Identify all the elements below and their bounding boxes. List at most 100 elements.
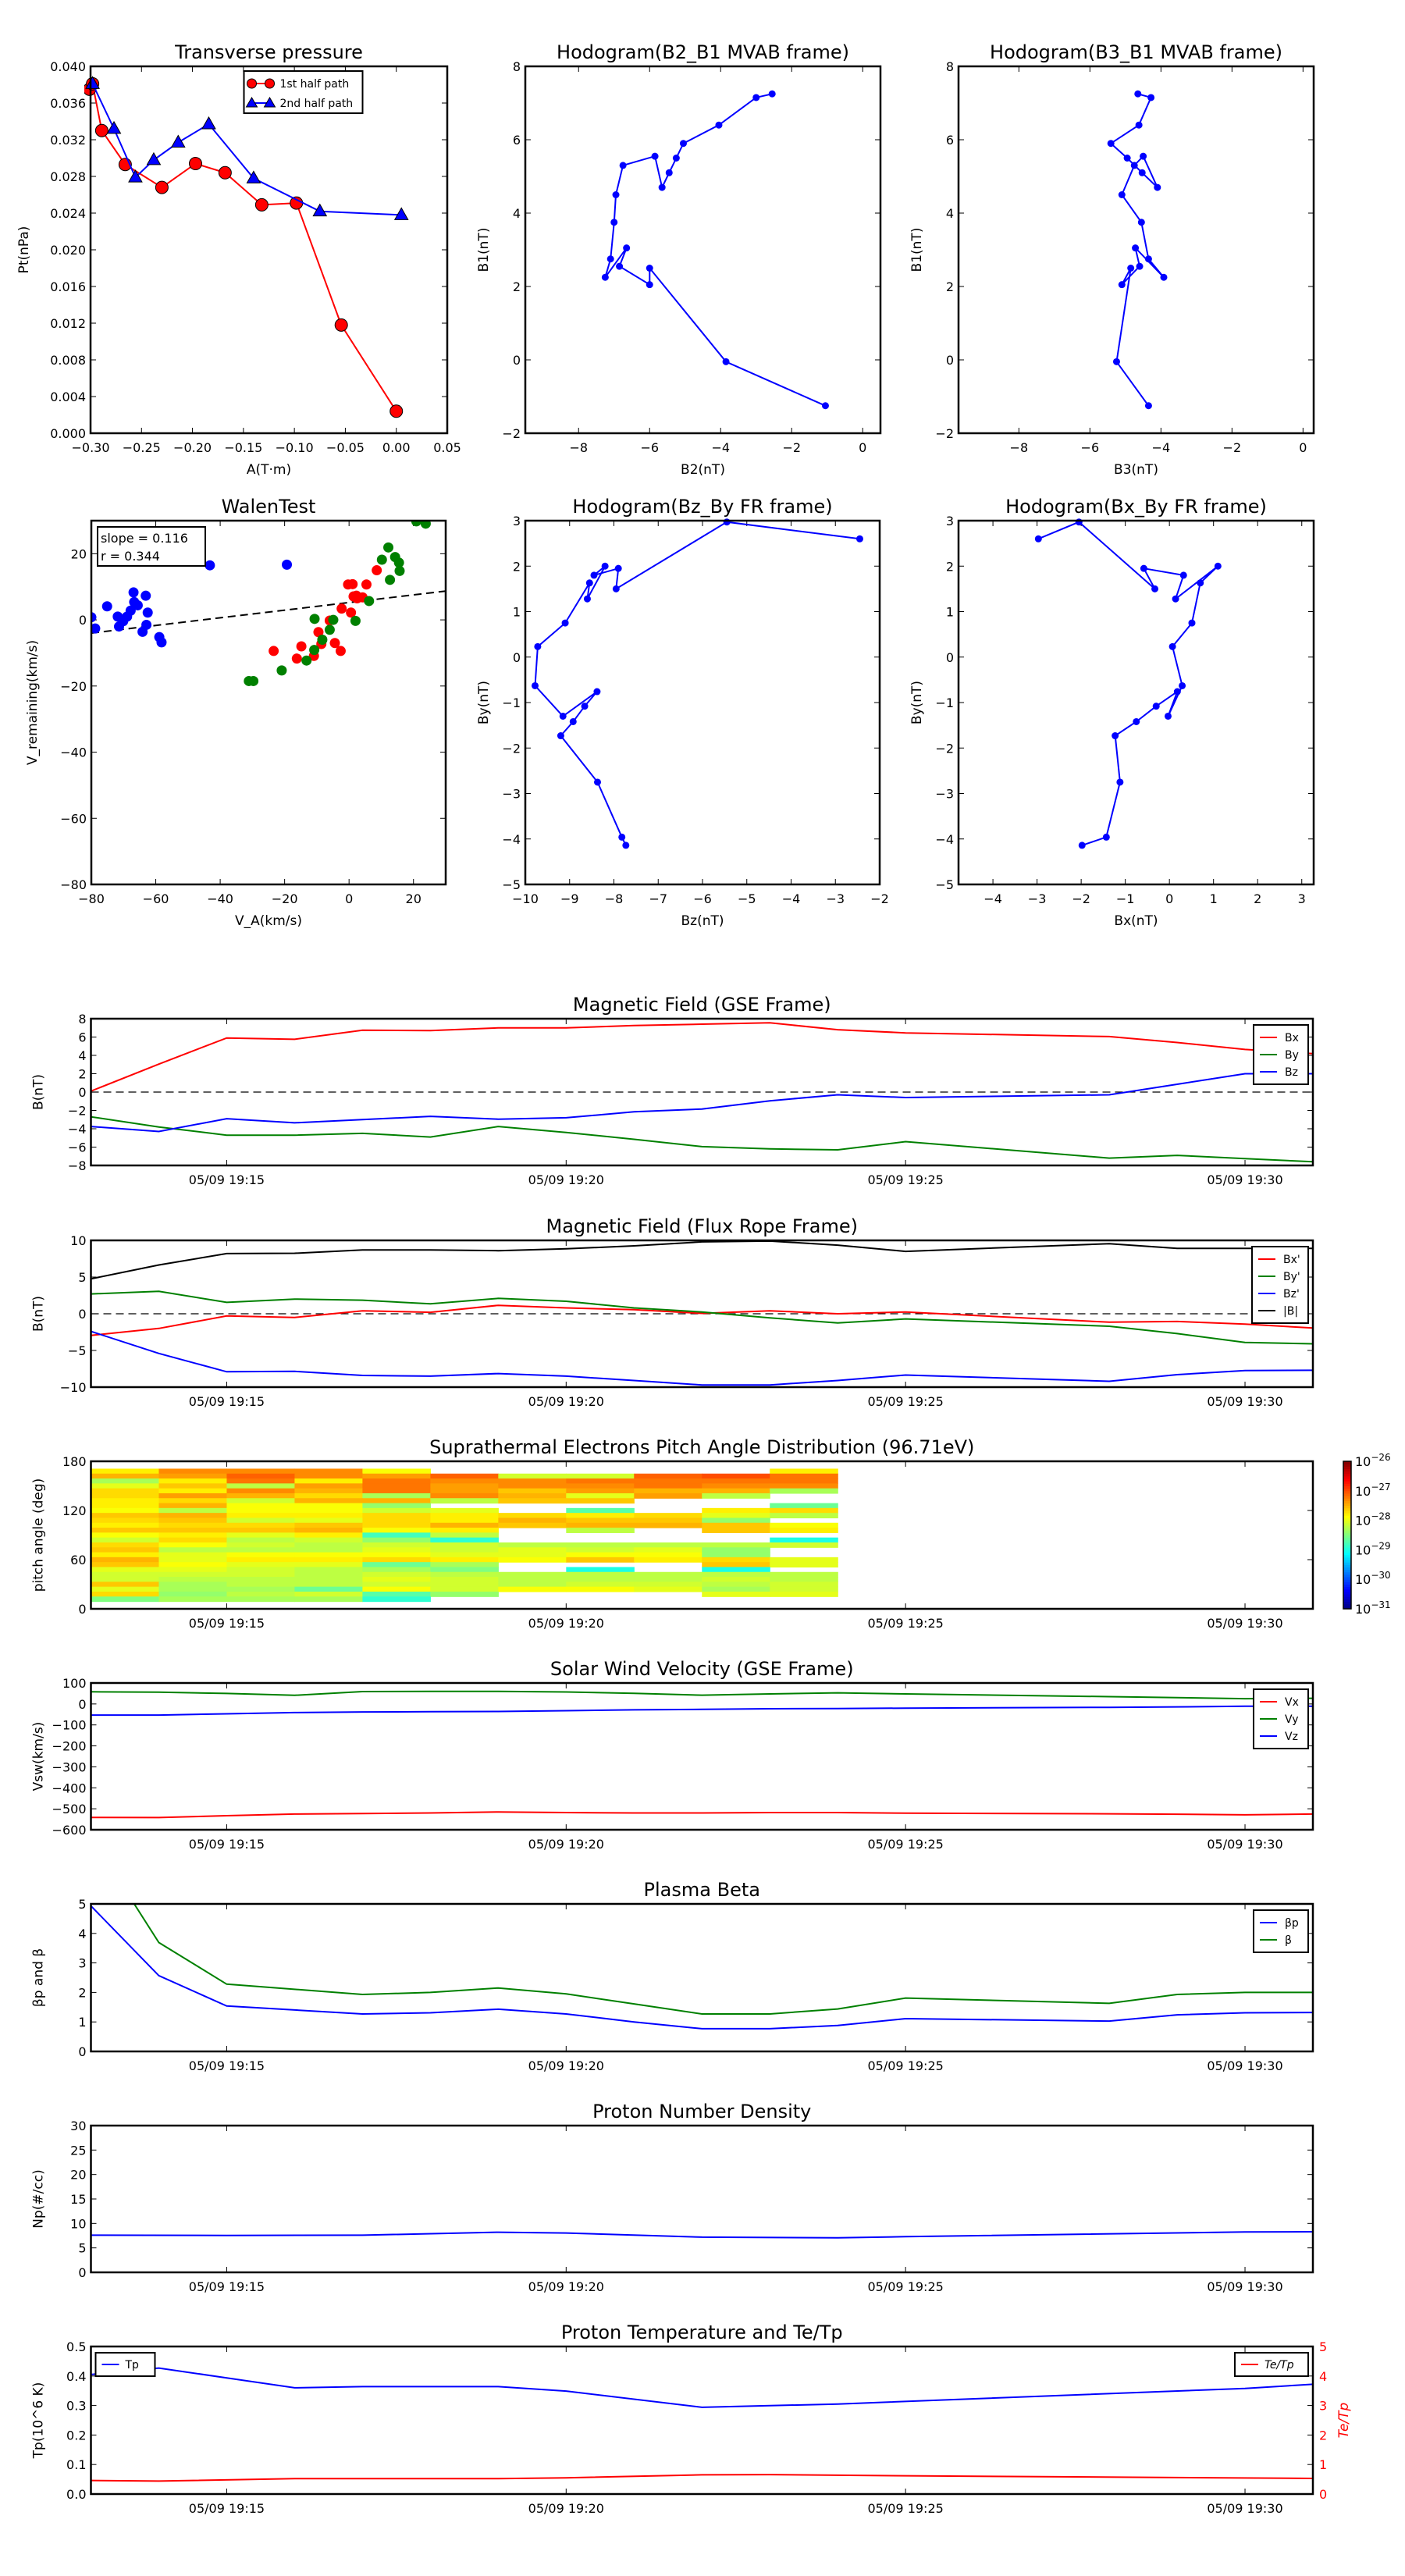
data-point <box>672 155 680 162</box>
heatmap-cell <box>226 1488 296 1494</box>
colorbar-step <box>1343 1513 1351 1516</box>
data-point-Vx <box>282 559 293 570</box>
heatmap-cell <box>226 1582 296 1588</box>
y-tick-label: 120 <box>62 1503 87 1518</box>
colorbar-step <box>1343 1525 1351 1528</box>
heatmap-cell <box>634 1483 702 1489</box>
data-point <box>651 152 659 160</box>
chart-title: Hodogram(B2_B1 MVAB frame) <box>557 41 849 63</box>
colorbar-step <box>1343 1483 1351 1486</box>
x-tick-label: −7 <box>649 891 667 906</box>
heatmap-cell <box>430 1537 499 1543</box>
x-tick-label: −8 <box>605 891 624 906</box>
heatmap-cell <box>91 1468 160 1475</box>
heatmap-cell <box>430 1528 499 1533</box>
x-tick-label: −80 <box>78 891 105 906</box>
data-point <box>85 76 100 89</box>
data-point <box>1197 579 1204 587</box>
heatmap-cell <box>362 1532 431 1539</box>
y-axis-label: V_remaining(km/s) <box>25 640 41 765</box>
x-tick-label: 05/09 19:30 <box>1207 1172 1282 1187</box>
colorbar-step <box>1343 1564 1351 1567</box>
y-tick-label: 0 <box>513 650 521 665</box>
heatmap-cell <box>294 1537 363 1543</box>
data-point <box>715 121 723 129</box>
heatmap-cell <box>498 1522 567 1528</box>
y-tick-label: 20 <box>71 546 87 561</box>
x-tick-label: 05/09 19:15 <box>189 1837 265 1852</box>
heatmap-cell <box>226 1483 296 1489</box>
data-point <box>601 273 609 281</box>
heatmap-cell <box>770 1591 838 1597</box>
y-tick-label: −2 <box>935 426 954 441</box>
heatmap-cell <box>294 1513 363 1519</box>
y-tick-label: 10 <box>70 1233 86 1248</box>
chart-title: Transverse pressure <box>174 41 363 63</box>
colorbar-step <box>1343 1488 1351 1492</box>
data-point <box>1127 265 1135 272</box>
chart-title: Magnetic Field (Flux Rope Frame) <box>546 1215 858 1237</box>
heatmap-cell <box>294 1582 363 1588</box>
legend-label: Bz <box>1285 1066 1298 1079</box>
heatmap-cell <box>91 1596 160 1603</box>
legend-marker <box>247 78 258 89</box>
data-point-Vy <box>269 646 279 656</box>
heatmap-cell <box>430 1478 499 1484</box>
heatmap-cell <box>362 1591 431 1597</box>
heatmap-cell <box>158 1473 228 1479</box>
plot-frame <box>90 1017 1314 1167</box>
heatmap-cell <box>430 1483 499 1489</box>
x-axis-label: V_A(km/s) <box>235 913 302 929</box>
y-tick-label: 0.004 <box>50 390 86 404</box>
heatmap-cell <box>91 1547 160 1553</box>
y-tick-label: 0.008 <box>50 353 86 368</box>
heatmap-cell <box>430 1557 499 1563</box>
y-tick-label: 30 <box>70 2119 86 2133</box>
fit-line <box>91 590 446 634</box>
data-point <box>155 180 169 194</box>
heatmap-cell <box>362 1483 431 1489</box>
heatmap-cell <box>702 1577 770 1582</box>
heatmap-cell <box>566 1517 635 1524</box>
chart-mag_gse: Magnetic Field (GSE Frame) 05/09 19:15 05/… <box>31 994 1314 1187</box>
colorbar-step <box>1343 1601 1351 1605</box>
heatmap-cell <box>430 1488 499 1494</box>
y-tick-label: 0 <box>946 650 954 665</box>
heatmap-cell <box>294 1562 363 1568</box>
y-tick-label: −5 <box>68 1343 87 1358</box>
heatmap-cell <box>634 1552 702 1558</box>
colorbar-step <box>1343 1542 1351 1546</box>
chart-density: Proton Number Density 05/09 19:15 05/09 19… <box>31 2101 1314 2294</box>
heatmap-cell <box>158 1488 228 1494</box>
y-tick-label: 6 <box>78 1030 86 1045</box>
heatmap-cell <box>226 1528 296 1533</box>
y-tick-label: 0.0 <box>66 2487 86 2502</box>
heatmap-cell <box>566 1577 635 1582</box>
heatmap-cell <box>566 1513 635 1519</box>
y-axis-label: B(nT) <box>31 1296 47 1332</box>
data-point <box>606 255 614 263</box>
series-line-|B| <box>91 1240 1313 1280</box>
series-line-Tp <box>91 2367 1313 2408</box>
heatmap-cell <box>566 1542 635 1548</box>
data-point <box>1132 244 1140 252</box>
data-point <box>188 157 202 171</box>
heatmap-cell <box>430 1517 499 1524</box>
heatmap-cell <box>226 1537 296 1543</box>
x-axis-label: Bx(nT) <box>1114 913 1158 929</box>
data-point-Vz <box>324 624 335 635</box>
legend-label: Vz <box>1285 1731 1298 1743</box>
colorbar-step <box>1343 1485 1351 1489</box>
heatmap-cell <box>362 1567 431 1573</box>
x-tick-label: −2 <box>1223 440 1242 455</box>
plot-frame <box>90 1902 1314 2053</box>
y-tick-label: 8 <box>78 1012 86 1026</box>
heatmap-cell <box>91 1577 160 1582</box>
heatmap-cell <box>294 1473 363 1479</box>
y-axis-label: B1(nT) <box>476 228 492 272</box>
data-layer <box>531 518 863 849</box>
heatmap-cell <box>362 1537 431 1543</box>
data-point <box>590 571 598 579</box>
heatmap-cell <box>226 1498 296 1504</box>
data-point <box>1034 535 1042 543</box>
